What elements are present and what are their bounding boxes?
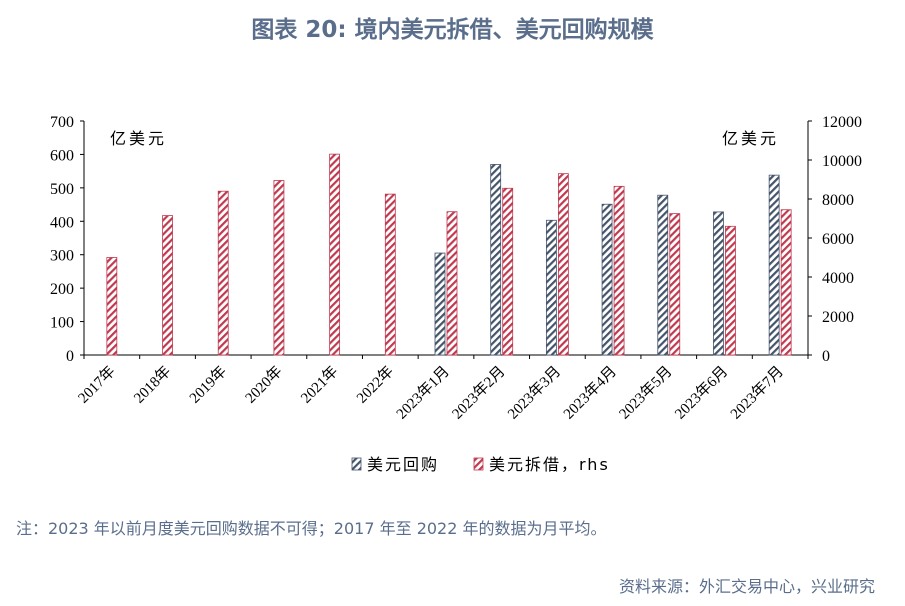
bar-lending — [384, 193, 396, 356]
x-tick-label: 2023年6月 — [672, 363, 732, 423]
bar-repo — [657, 194, 669, 356]
right-tick-label: 8000 — [822, 192, 854, 209]
bar-lending — [273, 180, 285, 356]
x-tick-label: 2023年7月 — [727, 363, 787, 423]
right-tick-label: 0 — [822, 348, 830, 365]
legend-swatch-repo — [351, 457, 362, 471]
bar-lending — [446, 211, 458, 356]
left-tick-label: 200 — [50, 281, 74, 298]
left-tick-label: 700 — [50, 114, 74, 131]
bar-lending — [557, 173, 569, 356]
right-axis-unit-label: 亿美元 — [722, 129, 779, 148]
x-tick-label: 2018年 — [131, 363, 175, 407]
bar-repo — [713, 211, 724, 356]
left-tick-label: 0 — [66, 348, 74, 365]
x-tick-label: 2023年3月 — [504, 363, 564, 423]
bar-repo — [601, 203, 613, 356]
bar-repo — [490, 164, 502, 356]
bar-lending — [669, 213, 681, 356]
legend-swatch-lending — [473, 457, 484, 471]
bar-lending — [502, 187, 514, 356]
right-tick-label: 6000 — [822, 231, 854, 248]
left-tick-label: 500 — [50, 181, 74, 198]
bar-lending — [329, 153, 341, 356]
bar-repo — [768, 174, 780, 356]
x-tick-label: 2021年 — [298, 363, 342, 407]
x-tick-label: 2019年 — [186, 363, 230, 407]
left-tick-label: 300 — [50, 248, 74, 265]
right-tick-label: 4000 — [822, 270, 854, 287]
bar-repo — [434, 252, 446, 356]
chart-title: 图表 20: 境内美元拆借、美元回购规模 — [251, 17, 654, 43]
bar-repo — [545, 219, 557, 356]
right-tick-label: 2000 — [822, 309, 854, 326]
x-tick-label: 2022年 — [353, 363, 397, 407]
footnote: 注：2023 年以前月度美元回购数据不可得；2017 年至 2022 年的数据为… — [16, 519, 607, 538]
x-tick-label: 2023年5月 — [616, 363, 676, 423]
right-tick-label: 10000 — [822, 153, 862, 170]
bar-lending — [162, 215, 173, 356]
legend-label-lending: 美元拆借，rhs — [489, 455, 610, 474]
right-tick-label: 12000 — [822, 114, 862, 131]
x-tick-label: 2023年4月 — [560, 363, 620, 423]
x-tick-label: 2017年 — [75, 363, 119, 407]
bar-lending — [613, 185, 625, 356]
legend-label-repo: 美元回购 — [367, 455, 439, 474]
left-tick-label: 400 — [50, 214, 74, 231]
bar-lending — [780, 209, 792, 356]
source-note: 资料来源：外汇交易中心，兴业研究 — [618, 577, 875, 596]
left-axis-unit-label: 亿美元 — [110, 129, 167, 148]
left-tick-label: 100 — [50, 315, 74, 332]
left-tick-label: 600 — [50, 147, 74, 164]
bar-lending — [106, 257, 118, 356]
bar-lending — [217, 190, 229, 356]
x-tick-label: 2023年1月 — [393, 363, 453, 423]
bar-lending — [725, 225, 736, 356]
x-tick-label: 2020年 — [242, 363, 286, 407]
x-tick-label: 2023年2月 — [449, 363, 509, 423]
